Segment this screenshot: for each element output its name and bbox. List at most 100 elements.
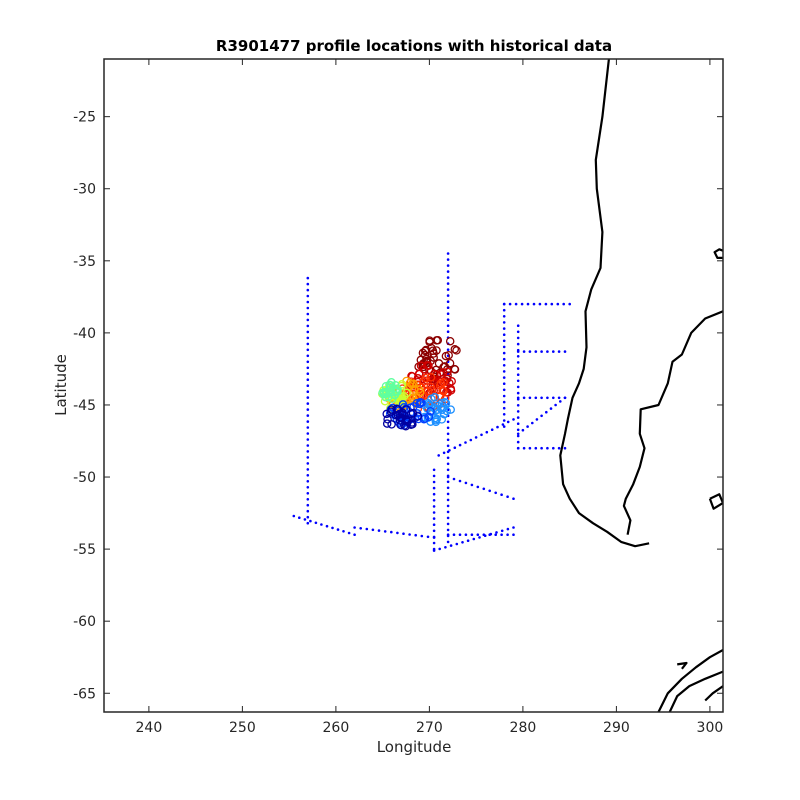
historical-point	[516, 446, 520, 450]
historical-point	[502, 364, 506, 367]
historical-point	[309, 519, 312, 523]
historical-point	[550, 302, 554, 306]
historical-point	[534, 396, 538, 400]
historical-point	[557, 446, 561, 450]
historical-point	[516, 391, 520, 395]
historical-point	[516, 342, 520, 346]
historical-point	[502, 345, 506, 349]
historical-point	[544, 302, 548, 306]
profile-location	[379, 389, 389, 399]
historical-point	[446, 324, 450, 328]
historical-point	[446, 468, 450, 472]
historical-point	[306, 360, 310, 364]
profile-location	[444, 350, 453, 360]
profile-location	[426, 406, 435, 416]
historical-point	[516, 336, 520, 340]
x-axis: 240 250 260 270 280 290 300	[136, 59, 723, 736]
historical-point	[432, 511, 436, 514]
historical-point	[432, 549, 436, 552]
historical-point	[446, 504, 450, 508]
historical-point	[306, 354, 310, 358]
historical-point	[534, 446, 538, 450]
profile-location	[402, 388, 411, 398]
profile-location	[427, 385, 437, 395]
historical-point	[500, 533, 503, 536]
historical-point	[502, 388, 506, 392]
historical-point	[502, 413, 506, 416]
historical-point	[464, 481, 468, 485]
profile-location	[387, 405, 396, 414]
x-tick-label: 290	[603, 720, 630, 736]
historical-point	[306, 456, 310, 459]
historical-point	[470, 483, 474, 487]
profile-location	[393, 410, 403, 420]
profile-location	[423, 386, 433, 396]
historical-point	[306, 492, 310, 495]
y-tick-label: -65	[73, 686, 96, 702]
historical-point	[446, 486, 450, 490]
historical-point	[528, 350, 532, 353]
historical-point	[306, 498, 310, 501]
historical-point	[306, 306, 310, 310]
historical-point	[446, 516, 450, 520]
historical-point	[446, 312, 450, 316]
historical-point	[474, 436, 478, 439]
historical-point	[563, 446, 567, 450]
historical-point	[532, 302, 536, 306]
historical-point	[342, 530, 345, 533]
historical-point	[306, 515, 310, 519]
historical-point	[549, 407, 553, 410]
profile-location	[445, 358, 455, 368]
historical-point	[306, 480, 310, 483]
historical-point	[306, 366, 310, 370]
historical-point	[502, 400, 506, 404]
historical-point	[512, 533, 515, 536]
historical-point	[420, 534, 424, 538]
historical-point	[522, 350, 526, 353]
historical-point	[562, 302, 565, 306]
coastline	[622, 310, 723, 535]
historical-point	[390, 530, 393, 534]
historical-point	[534, 350, 538, 353]
historical-point	[306, 330, 310, 334]
historical-point	[306, 294, 310, 298]
historical-point	[521, 428, 525, 432]
historical-point	[516, 410, 520, 413]
historical-point	[306, 390, 310, 394]
historical-point	[446, 456, 450, 460]
historical-point	[557, 350, 561, 353]
historical-point	[516, 404, 520, 407]
historical-point	[500, 529, 504, 533]
historical-point	[502, 425, 506, 428]
historical-point	[446, 252, 450, 255]
historical-point	[568, 302, 571, 306]
profile-location	[417, 398, 426, 408]
historical-point	[472, 537, 476, 541]
x-tick-label: 280	[510, 720, 537, 736]
historical-point	[402, 532, 405, 535]
plot-area	[292, 59, 723, 712]
historical-point	[446, 432, 450, 436]
historical-point	[306, 300, 310, 304]
x-tick-label: 260	[323, 720, 350, 736]
historical-point	[500, 493, 503, 497]
profile-location	[440, 397, 449, 407]
historical-point	[365, 527, 369, 531]
historical-point	[306, 318, 310, 322]
historical-point	[506, 527, 510, 531]
historical-point	[552, 446, 555, 450]
historical-point	[516, 330, 520, 334]
historical-point	[446, 306, 450, 310]
historical-point	[506, 495, 509, 499]
historical-point	[438, 547, 442, 551]
historical-point	[546, 350, 549, 353]
historical-point	[446, 492, 450, 496]
historical-point	[432, 523, 436, 526]
historical-point	[502, 315, 506, 318]
historical-point	[432, 499, 436, 502]
historical-point	[353, 533, 356, 536]
historical-point	[446, 282, 450, 285]
historical-point	[502, 394, 506, 398]
profile-location	[427, 394, 436, 404]
historical-point	[306, 384, 310, 388]
